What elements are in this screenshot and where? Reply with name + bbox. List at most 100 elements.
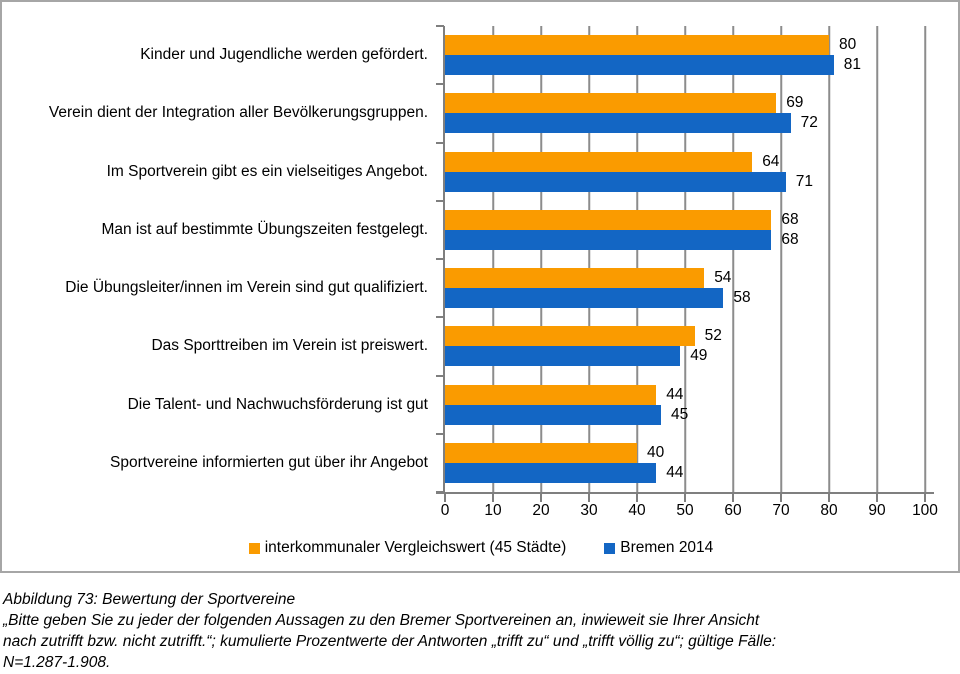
bar-bremen (445, 346, 681, 367)
x-axis-tick (876, 494, 878, 502)
bar-bremen (445, 404, 661, 425)
x-axis-tick (684, 494, 686, 502)
x-axis-tick (444, 494, 446, 502)
category-axis-labels: Kinder und Jugendliche werden gefördert.… (4, 26, 436, 492)
x-axis-tick (924, 494, 926, 502)
category-band: 68 68 (445, 201, 925, 259)
caption-line-4: N=1.287-1.908. (3, 654, 111, 671)
x-axis-tick-label: 100 (912, 502, 938, 519)
plot-area: 80 81 69 72 64 71 68 68 54 58 52 49 44 45 40 44 (436, 25, 934, 502)
category-label: Sportvereine informierten gut über ihr A… (110, 453, 428, 471)
bar-value-label: 72 (800, 114, 818, 132)
x-axis-tick-label: 90 (868, 502, 886, 519)
category-label: Kinder und Jugendliche werden gefördert. (140, 46, 428, 64)
bar-value-label: 68 (781, 230, 799, 248)
category-label: Das Sporttreiben im Verein ist preiswert… (151, 337, 428, 355)
bar-row: 45 (445, 404, 925, 425)
bar-bremen (445, 229, 772, 250)
category-label: Man ist auf bestimmte Übungszeiten festg… (101, 220, 428, 238)
bar-vergleichswert (445, 93, 777, 114)
y-axis-tick (436, 432, 444, 435)
caption-title: Abbildung 73: Bewertung der Sportvereine (3, 591, 296, 608)
gridline (492, 26, 494, 492)
y-axis-tick (436, 199, 444, 202)
x-axis-tick-labels: 0 10 20 30 40 50 60 70 80 90 100 (441, 502, 938, 522)
bar-vergleichswert (445, 209, 772, 230)
legend-item-vergleichswert: interkommunaler Vergleichswert (45 Städt… (248, 539, 567, 557)
legend-swatch-orange (248, 542, 260, 554)
bar-value-label: 44 (666, 463, 684, 481)
x-axis-tick (492, 494, 494, 502)
bar-row: 68 (445, 209, 925, 230)
bar-value-label: 44 (666, 385, 684, 403)
x-axis-tick-label: 70 (772, 502, 790, 519)
bar-row: 71 (445, 171, 925, 192)
bar-value-label: 58 (733, 289, 751, 306)
bar-value-label: 81 (843, 56, 862, 73)
bar-row: 69 (445, 93, 925, 114)
x-axis-tick-label: 0 (440, 502, 450, 519)
bar-bremen (445, 462, 657, 483)
bar-value-label: 80 (839, 36, 857, 53)
bar-row: 64 (445, 151, 925, 172)
gridline (732, 26, 734, 492)
category-label: Verein dient der Integration aller Bevöl… (48, 104, 428, 122)
gridline (924, 26, 926, 492)
x-axis-tick-label: 60 (724, 502, 742, 519)
bar-value-label: 52 (704, 327, 722, 345)
bar-row: 58 (445, 288, 925, 308)
gridline (780, 26, 782, 492)
y-axis-tick (436, 374, 444, 377)
bar-row: 81 (445, 55, 925, 75)
bar-row: 68 (445, 229, 925, 250)
category-band: 54 58 (445, 259, 925, 317)
bar-row: 80 (445, 35, 925, 55)
category-band: 40 44 (445, 434, 925, 492)
y-axis-tick (436, 141, 444, 144)
legend-label-vergleichswert: interkommunaler Vergleichswert (45 Städt… (264, 539, 567, 556)
x-axis-tick (828, 494, 830, 502)
gridline (828, 26, 830, 492)
bar-vergleichswert (445, 268, 705, 288)
category-band: 52 49 (445, 317, 925, 375)
legend-swatch-blue (604, 542, 616, 554)
y-axis-tick (436, 83, 444, 86)
y-axis-line (443, 26, 445, 494)
bar-row: 52 (445, 326, 925, 347)
legend-label-bremen: Bremen 2014 (620, 539, 714, 556)
bar-row: 44 (445, 462, 925, 483)
x-axis-tick-label: 50 (676, 502, 694, 519)
gridline (540, 26, 542, 492)
category-band: 69 72 (445, 84, 925, 142)
x-axis-tick (540, 494, 542, 502)
category-label: Die Übungsleiter/innen im Verein sind gu… (65, 279, 428, 297)
category-band: 44 45 (445, 376, 925, 434)
bar-value-label: 49 (690, 347, 708, 365)
x-axis-tick-label: 80 (820, 502, 838, 519)
gridline (876, 26, 878, 492)
bar-vergleichswert (445, 384, 657, 405)
figure-caption: Abbildung 73: Bewertung der Sportvereine… (3, 589, 957, 673)
bar-value-label: 64 (762, 152, 780, 170)
x-axis-tick (780, 494, 782, 502)
bar-bremen (445, 55, 834, 75)
caption-line-3: nach zutrifft bzw. nicht zutrifft.“; kum… (3, 633, 776, 650)
bar-value-label: 69 (786, 94, 804, 112)
bar-vergleichswert (445, 442, 637, 463)
x-axis-tick-label: 40 (628, 502, 646, 519)
bar-row: 44 (445, 384, 925, 405)
bar-vergleichswert (445, 151, 753, 172)
gridline (588, 26, 590, 492)
category-label: Die Talent- und Nachwuchsförderung ist g… (127, 395, 428, 413)
bar-bremen (445, 288, 724, 308)
x-axis-tick-label: 10 (484, 502, 502, 519)
bar-value-label: 54 (714, 269, 732, 286)
caption-line-2: „Bitte geben Sie zu jeder der folgenden … (3, 612, 760, 629)
legend-item-bremen: Bremen 2014 (604, 539, 713, 557)
bar-value-label: 68 (781, 210, 799, 228)
bar-bands: 80 81 69 72 64 71 68 68 54 58 52 49 44 45 40 44 (445, 26, 925, 492)
y-axis-tick (436, 25, 444, 27)
bar-row: 40 (445, 442, 925, 463)
category-label: Im Sportverein gibt es ein vielseitiges … (106, 162, 428, 180)
category-band: 80 81 (445, 26, 925, 84)
